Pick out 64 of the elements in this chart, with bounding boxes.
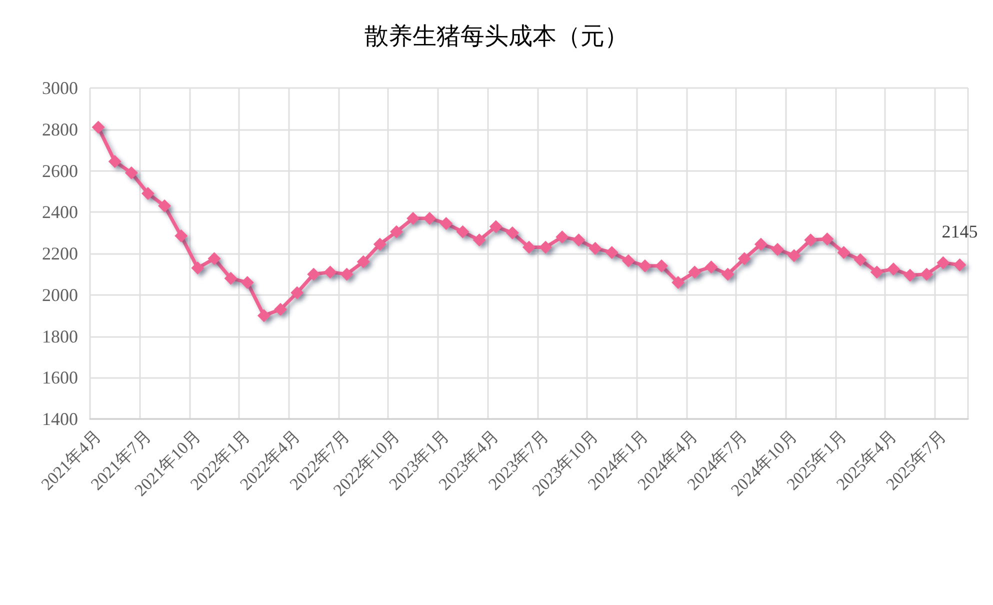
data-label: 2145 bbox=[942, 221, 978, 242]
point bbox=[174, 229, 188, 242]
point bbox=[672, 276, 685, 289]
point bbox=[638, 259, 652, 272]
point bbox=[854, 253, 867, 266]
point bbox=[108, 154, 122, 168]
point bbox=[340, 268, 354, 281]
point bbox=[506, 226, 519, 240]
point bbox=[240, 276, 254, 289]
y-tick-label: 2600 bbox=[42, 160, 78, 181]
point bbox=[605, 246, 618, 259]
y-tick-label: 2000 bbox=[42, 284, 78, 305]
point bbox=[738, 252, 751, 266]
point bbox=[257, 309, 270, 322]
point bbox=[588, 242, 602, 255]
point bbox=[307, 268, 320, 281]
point bbox=[770, 242, 784, 256]
y-tick-label: 1600 bbox=[42, 368, 78, 388]
point bbox=[870, 266, 884, 279]
point bbox=[572, 234, 586, 247]
point bbox=[208, 252, 221, 266]
point bbox=[324, 266, 337, 279]
point bbox=[224, 272, 238, 285]
point bbox=[820, 232, 834, 246]
point bbox=[489, 220, 502, 234]
point bbox=[290, 286, 304, 300]
point bbox=[704, 260, 718, 274]
chart-title: 散养生猪每头成本（元） bbox=[364, 23, 628, 50]
point bbox=[373, 238, 386, 251]
y-tick-label: 2400 bbox=[42, 202, 78, 222]
point bbox=[356, 255, 370, 268]
point bbox=[92, 120, 105, 134]
point bbox=[754, 238, 768, 251]
y-tick-label: 1800 bbox=[42, 326, 78, 346]
point bbox=[788, 249, 801, 262]
point bbox=[622, 254, 635, 268]
y-tick-label: 2200 bbox=[42, 244, 78, 264]
point bbox=[440, 217, 453, 230]
y-tick-label: 1400 bbox=[42, 409, 78, 429]
point bbox=[886, 262, 900, 276]
point bbox=[158, 199, 172, 212]
point bbox=[522, 240, 536, 254]
point bbox=[423, 212, 436, 225]
point bbox=[390, 225, 403, 238]
point bbox=[539, 240, 552, 254]
point bbox=[472, 234, 486, 247]
point bbox=[655, 259, 668, 272]
point bbox=[920, 268, 934, 281]
y-tick-label: 3000 bbox=[42, 78, 78, 98]
point bbox=[456, 225, 470, 238]
point bbox=[141, 187, 154, 200]
point bbox=[688, 266, 702, 279]
point bbox=[936, 256, 950, 270]
point bbox=[953, 258, 966, 272]
point bbox=[837, 246, 850, 259]
point bbox=[556, 230, 569, 244]
point bbox=[721, 268, 734, 281]
point bbox=[274, 302, 288, 316]
y-tick-label: 2800 bbox=[42, 119, 78, 140]
point bbox=[124, 166, 138, 180]
point bbox=[804, 234, 818, 247]
point bbox=[406, 212, 420, 225]
point bbox=[191, 261, 204, 274]
point bbox=[904, 268, 917, 282]
